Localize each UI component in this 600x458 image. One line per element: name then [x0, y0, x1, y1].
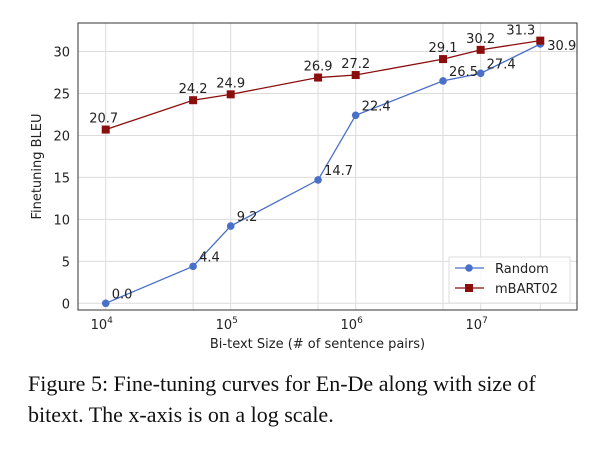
y-tick-label: 30 [53, 46, 70, 61]
data-label: 27.2 [341, 57, 370, 72]
data-point [226, 222, 235, 230]
y-tick-label: 25 [53, 87, 70, 102]
data-point [476, 45, 485, 54]
legend-marker [465, 284, 473, 292]
data-label: 30.9 [547, 39, 576, 54]
data-label: 27.4 [487, 57, 516, 72]
plot-frame [77, 22, 578, 311]
series-line-mbart02 [105, 39, 541, 131]
y-tick-label: 5 [62, 255, 70, 270]
x-tick-label: 106 [341, 316, 364, 333]
data-point [476, 69, 485, 78]
data-point [351, 71, 360, 80]
data-point [439, 55, 448, 64]
data-label: 22.4 [362, 99, 391, 114]
data-label: 20.7 [89, 112, 118, 127]
data-label: 24.2 [179, 82, 208, 97]
y-tick-label: 20 [53, 129, 70, 144]
data-label: 4.4 [199, 250, 220, 265]
data-label: 26.9 [304, 60, 333, 75]
legend-label: Random [495, 262, 549, 277]
x-tick-base: 10 [466, 318, 483, 333]
data-label: 0.0 [112, 287, 133, 302]
figure-caption: Figure 5: Fine-tuning curves for En-De a… [28, 371, 536, 427]
x-tick-exponent: 4 [107, 316, 113, 326]
data-label: 9.2 [237, 210, 258, 225]
data-point [351, 111, 360, 120]
data-point [101, 125, 110, 134]
y-tick-label: 10 [53, 213, 70, 228]
data-point [101, 299, 110, 308]
data-label: 26.5 [449, 65, 478, 80]
x-tick-label: 107 [466, 316, 488, 333]
data-label: 24.9 [216, 76, 245, 91]
y-tick-label: 15 [53, 171, 70, 186]
data-point [189, 96, 198, 105]
x-tick-base: 10 [216, 318, 233, 333]
data-label: 31.3 [506, 24, 535, 39]
x-tick-label: 104 [91, 316, 114, 333]
data-point [226, 90, 235, 99]
legend-label: mBART02 [495, 282, 558, 297]
legend-box [448, 256, 571, 304]
data-label: 30.2 [466, 32, 495, 47]
data-point [189, 262, 197, 271]
data-point [314, 176, 322, 184]
x-tick-exponent: 6 [357, 316, 363, 326]
x-tick-base: 10 [341, 318, 358, 333]
data-point [536, 36, 545, 45]
x-tick-exponent: 7 [482, 316, 488, 326]
data-point [439, 77, 447, 85]
x-tick-exponent: 5 [232, 316, 238, 326]
y-axis-label: Finetuning BLEU [30, 113, 45, 219]
series-line-random [105, 43, 541, 304]
legend-marker [465, 264, 473, 272]
x-tick-base: 10 [91, 318, 108, 333]
data-point [314, 73, 323, 82]
x-axis-label: Bi-text Size (# of sentence pairs) [210, 337, 425, 352]
data-label: 29.1 [429, 41, 458, 56]
data-label: 14.7 [324, 164, 353, 179]
y-tick-label: 0 [62, 297, 70, 312]
x-tick-label: 105 [216, 316, 238, 333]
legend: Random mBART02 [448, 256, 571, 304]
